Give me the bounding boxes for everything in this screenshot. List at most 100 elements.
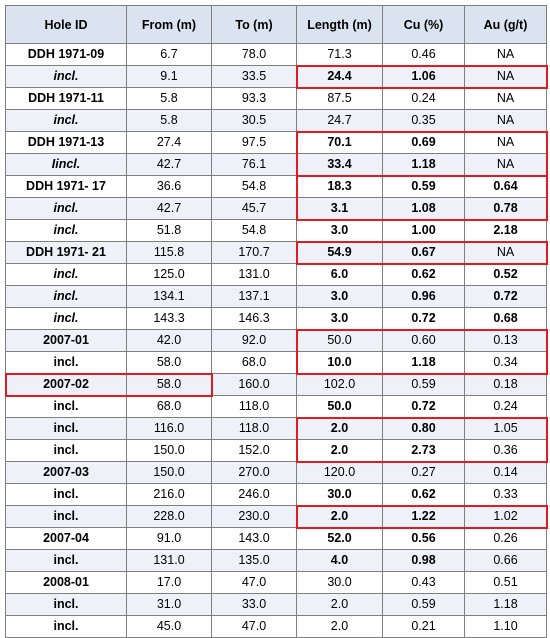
au-cell: 0.72 xyxy=(464,285,547,308)
from-cell: 42.0 xyxy=(126,329,212,352)
hole-id-cell: incl. xyxy=(5,109,127,132)
header-row: Hole ID From (m) To (m) Length (m) Cu (%… xyxy=(5,5,547,44)
cu-cell: 0.67 xyxy=(382,241,465,264)
from-cell: 6.7 xyxy=(126,43,212,66)
to-cell: 78.0 xyxy=(211,43,297,66)
cu-cell: 0.56 xyxy=(382,527,465,550)
cu-cell: 0.59 xyxy=(382,175,465,198)
from-cell: 68.0 xyxy=(126,395,212,418)
hole-id-cell: incl. xyxy=(5,549,127,572)
au-cell: 2.18 xyxy=(464,219,547,242)
au-cell: 0.52 xyxy=(464,263,547,286)
header-to: To (m) xyxy=(211,5,297,44)
to-cell: 118.0 xyxy=(211,395,297,418)
to-cell: 135.0 xyxy=(211,549,297,572)
au-cell: 0.51 xyxy=(464,571,547,594)
cu-cell: 0.98 xyxy=(382,549,465,572)
hole-id-cell: DDH 1971- 21 xyxy=(5,241,127,264)
cu-cell: 0.62 xyxy=(382,263,465,286)
to-cell: 54.8 xyxy=(211,219,297,242)
to-cell: 92.0 xyxy=(211,329,297,352)
from-cell: 9.1 xyxy=(126,65,212,88)
to-cell: 47.0 xyxy=(211,571,297,594)
table-row: incl. 216.0 246.0 30.0 0.62 0.33 xyxy=(5,483,547,506)
table-row: DDH 1971-11 5.8 93.3 87.5 0.24 NA xyxy=(5,87,547,110)
hole-id-cell: 2007-02 xyxy=(5,373,127,396)
length-cell: 18.3 xyxy=(296,175,383,198)
hole-id-cell: 2008-01 xyxy=(5,571,127,594)
hole-id-cell: incl. xyxy=(5,417,127,440)
to-cell: 137.1 xyxy=(211,285,297,308)
cu-cell: 0.62 xyxy=(382,483,465,506)
hole-id-cell: incl. xyxy=(5,285,127,308)
from-cell: 5.8 xyxy=(126,87,212,110)
table-row: incl. 42.7 45.7 3.1 1.08 0.78 xyxy=(5,197,547,220)
to-cell: 246.0 xyxy=(211,483,297,506)
cu-cell: 0.24 xyxy=(382,87,465,110)
au-cell: 0.66 xyxy=(464,549,547,572)
table-row: 2008-01 17.0 47.0 30.0 0.43 0.51 xyxy=(5,571,547,594)
au-cell: 1.02 xyxy=(464,505,547,528)
hole-id-cell: 2007-04 xyxy=(5,527,127,550)
length-cell: 33.4 xyxy=(296,153,383,176)
au-cell: NA xyxy=(464,87,547,110)
length-cell: 3.1 xyxy=(296,197,383,220)
au-cell: 0.64 xyxy=(464,175,547,198)
au-cell: NA xyxy=(464,65,547,88)
table-row: incl. 9.1 33.5 24.4 1.06 NA xyxy=(5,65,547,88)
table-row: incl. 58.0 68.0 10.0 1.18 0.34 xyxy=(5,351,547,374)
cu-cell: 0.72 xyxy=(382,395,465,418)
to-cell: 143.0 xyxy=(211,527,297,550)
hole-id-cell: incl. xyxy=(5,197,127,220)
header-cu: Cu (%) xyxy=(382,5,465,44)
hole-id-cell: incl. xyxy=(5,483,127,506)
from-cell: 36.6 xyxy=(126,175,212,198)
to-cell: 30.5 xyxy=(211,109,297,132)
to-cell: 68.0 xyxy=(211,351,297,374)
au-cell: 0.78 xyxy=(464,197,547,220)
cu-cell: 0.72 xyxy=(382,307,465,330)
from-cell: 31.0 xyxy=(126,593,212,616)
cu-cell: 0.59 xyxy=(382,593,465,616)
to-cell: 170.7 xyxy=(211,241,297,264)
cu-cell: 0.59 xyxy=(382,373,465,396)
length-cell: 54.9 xyxy=(296,241,383,264)
table-row: incl. 150.0 152.0 2.0 2.73 0.36 xyxy=(5,439,547,462)
table-row: incl. 131.0 135.0 4.0 0.98 0.66 xyxy=(5,549,547,572)
au-cell: 0.26 xyxy=(464,527,547,550)
hole-id-cell: DDH 1971-13 xyxy=(5,131,127,154)
au-cell: 1.18 xyxy=(464,593,547,616)
header-au: Au (g/t) xyxy=(464,5,547,44)
length-cell: 2.0 xyxy=(296,593,383,616)
to-cell: 270.0 xyxy=(211,461,297,484)
from-cell: 27.4 xyxy=(126,131,212,154)
length-cell: 4.0 xyxy=(296,549,383,572)
length-cell: 3.0 xyxy=(296,307,383,330)
cu-cell: 0.80 xyxy=(382,417,465,440)
table-row: 2007-01 42.0 92.0 50.0 0.60 0.13 xyxy=(5,329,547,352)
header-hole-id: Hole ID xyxy=(5,5,127,44)
hole-id-cell: incl. xyxy=(5,219,127,242)
table-row: DDH 1971- 21 115.8 170.7 54.9 0.67 NA xyxy=(5,241,547,264)
au-cell: 1.05 xyxy=(464,417,547,440)
hole-id-cell: incl. xyxy=(5,307,127,330)
au-cell: NA xyxy=(464,131,547,154)
from-cell: 58.0 xyxy=(126,351,212,374)
au-cell: 0.34 xyxy=(464,351,547,374)
length-cell: 30.0 xyxy=(296,483,383,506)
from-cell: 216.0 xyxy=(126,483,212,506)
hole-id-cell: incl. xyxy=(5,593,127,616)
length-cell: 102.0 xyxy=(296,373,383,396)
cu-cell: 0.69 xyxy=(382,131,465,154)
from-cell: 116.0 xyxy=(126,417,212,440)
au-cell: NA xyxy=(464,109,547,132)
length-cell: 2.0 xyxy=(296,439,383,462)
cu-cell: 1.08 xyxy=(382,197,465,220)
length-cell: 2.0 xyxy=(296,417,383,440)
hole-id-cell: DDH 1971- 17 xyxy=(5,175,127,198)
header-length: Length (m) xyxy=(296,5,383,44)
au-cell: 0.14 xyxy=(464,461,547,484)
cu-cell: 0.96 xyxy=(382,285,465,308)
au-cell: 0.36 xyxy=(464,439,547,462)
table-row: incl. 143.3 146.3 3.0 0.72 0.68 xyxy=(5,307,547,330)
